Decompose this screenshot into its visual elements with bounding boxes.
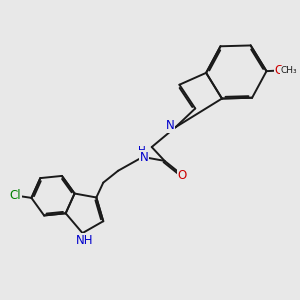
Text: CH₃: CH₃: [281, 66, 297, 75]
Text: O: O: [274, 64, 284, 77]
Text: N: N: [140, 151, 149, 164]
Text: Cl: Cl: [10, 188, 21, 202]
Text: N: N: [166, 119, 175, 132]
Text: H: H: [138, 146, 146, 156]
Text: NH: NH: [76, 234, 94, 247]
Text: O: O: [177, 169, 186, 182]
